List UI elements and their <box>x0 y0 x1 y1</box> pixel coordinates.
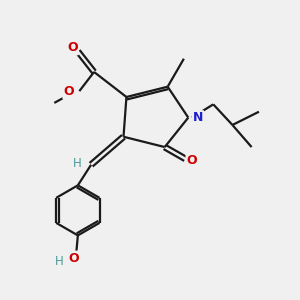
Text: O: O <box>68 252 79 265</box>
Text: O: O <box>187 154 197 167</box>
Text: O: O <box>63 85 74 98</box>
Text: O: O <box>67 41 78 54</box>
Text: H: H <box>73 157 82 170</box>
Text: N: N <box>193 111 203 124</box>
Text: H: H <box>55 255 64 268</box>
